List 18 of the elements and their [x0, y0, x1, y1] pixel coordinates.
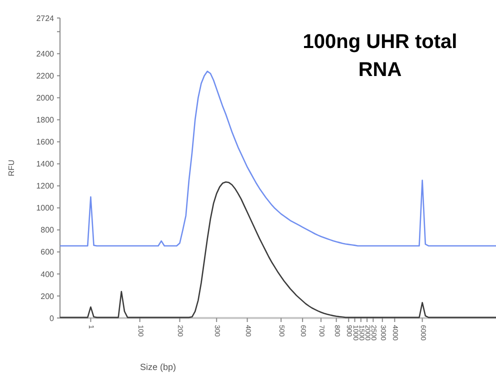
y-tick-label: 2200 [36, 72, 55, 81]
y-tick-label: 1200 [36, 182, 55, 191]
x-axis-title: Size (bp) [140, 362, 176, 372]
y-tick-label: 2000 [36, 94, 55, 103]
y-tick-label: 200 [40, 292, 55, 301]
y-tick-label: 1400 [36, 160, 55, 169]
y-tick-label: 0 [50, 314, 55, 323]
line-series [59, 181, 496, 318]
y-tick-label: 2400 [36, 49, 55, 58]
y-tick-label: 600 [40, 248, 55, 257]
y-tick-label: 1000 [36, 204, 55, 213]
y-tick-label: 400 [40, 270, 55, 279]
text: 100ng UHR total RNA [302, 31, 458, 81]
y-axis-title: RFU [7, 160, 16, 176]
y-tick-label: 2724 [36, 14, 55, 23]
y-tick-label: 1800 [36, 116, 55, 125]
y-tick-label: 800 [40, 226, 55, 235]
y-tick-label: 1600 [36, 138, 55, 147]
